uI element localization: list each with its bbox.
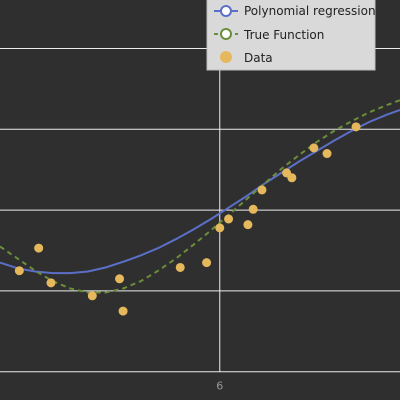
legend: Polynomial regression True Function Data [206, 0, 376, 71]
data-point [243, 220, 253, 230]
legend-marker-dot [220, 51, 232, 63]
data-point [351, 122, 361, 132]
data-point [287, 173, 297, 183]
data-point [34, 243, 44, 253]
legend-label: Data [244, 51, 273, 65]
legend-marker-circle [220, 28, 232, 40]
data-point [14, 266, 24, 276]
data-point [257, 185, 267, 195]
series-lines [0, 99, 400, 294]
data-point [202, 258, 212, 268]
data-point [322, 149, 332, 159]
data-point [309, 143, 319, 153]
data-point [248, 204, 258, 214]
data-point [115, 274, 125, 284]
legend-label: True Function [243, 28, 324, 42]
data-point [118, 306, 128, 316]
data-point [46, 278, 56, 288]
data-point [215, 223, 225, 233]
data-point [87, 291, 97, 301]
series-line [0, 108, 400, 275]
legend-label: Polynomial regression [244, 4, 376, 18]
data-point [224, 214, 234, 224]
x-tick-labels: 6 [216, 380, 223, 393]
grid [0, 0, 400, 373]
data-points [14, 122, 361, 316]
legend-marker-circle [220, 5, 232, 17]
data-point [175, 262, 185, 272]
x-tick-label: 6 [216, 380, 223, 393]
